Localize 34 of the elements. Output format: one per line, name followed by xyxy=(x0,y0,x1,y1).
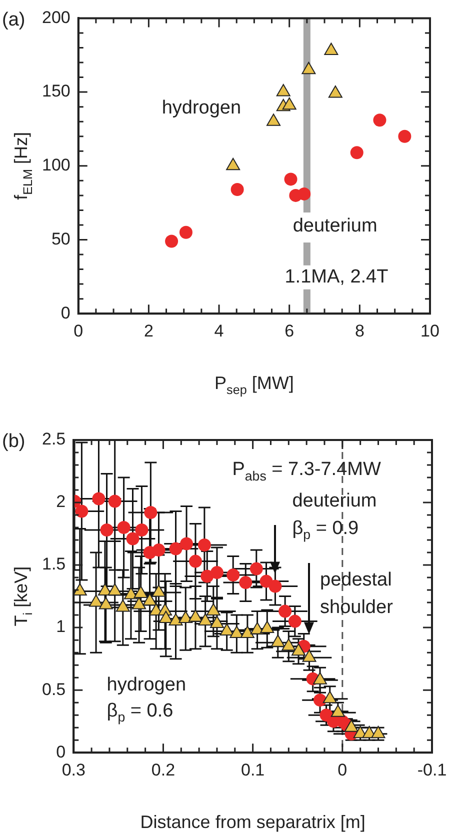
y-tick-label: 50 xyxy=(51,229,70,248)
x-tick-label: 6 xyxy=(284,321,294,340)
annotation: shoulder xyxy=(320,596,394,618)
y-tick-label: 1 xyxy=(56,617,66,636)
series-label: hydrogen xyxy=(162,98,242,119)
y-axis-title: fELM [Hz] xyxy=(10,132,35,200)
y-tick-label: 150 xyxy=(42,82,70,101)
y-tick-label: 1.5 xyxy=(42,554,66,574)
x-tick-label: 0.3 xyxy=(62,760,86,780)
y-tick-label: 2 xyxy=(56,492,66,512)
text: (a) xyxy=(2,9,26,30)
x-tick-label: 8 xyxy=(354,321,364,340)
x-tick-label: -0.1 xyxy=(417,760,447,780)
y-tick-label: 2.5 xyxy=(42,430,66,449)
x-tick-label: 0 xyxy=(74,321,84,340)
y-tick-label: 0.5 xyxy=(42,680,66,699)
series-label: deuterium xyxy=(292,216,378,237)
annotation: pedestal xyxy=(320,569,392,590)
y-tick-label: 100 xyxy=(42,156,70,175)
x-tick-label: 0.1 xyxy=(240,760,265,780)
x-tick-label: 10 xyxy=(420,321,440,340)
text: (b) xyxy=(2,431,26,452)
y-axis-title: Ti [keV] xyxy=(10,566,35,626)
x-tick-label: 2 xyxy=(144,321,154,340)
annotation: 1.1MA, 2.4T xyxy=(284,266,389,288)
y-tick-label: 200 xyxy=(42,8,70,27)
y-tick-label: 0 xyxy=(56,742,66,762)
x-axis-title: Distance from separatrix [m] xyxy=(140,812,366,832)
annotation: hydrogen xyxy=(106,674,186,696)
x-tick-label: 0 xyxy=(338,760,348,780)
y-tick-label: 0 xyxy=(60,303,70,322)
annotation: deuterium xyxy=(292,490,377,512)
x-tick-label: 0.2 xyxy=(151,760,176,780)
x-tick-label: 4 xyxy=(214,321,224,340)
